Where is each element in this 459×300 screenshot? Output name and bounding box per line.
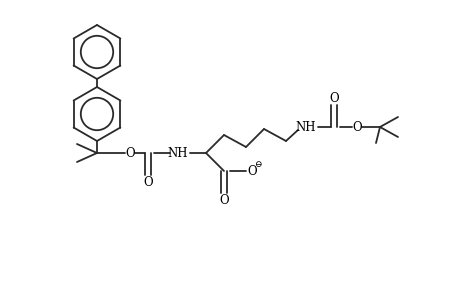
Text: NH: NH [168, 146, 188, 160]
Text: NH: NH [295, 121, 316, 134]
Text: O: O [143, 176, 152, 188]
Text: O: O [329, 92, 338, 104]
Text: ⊖: ⊖ [254, 160, 261, 169]
Text: O: O [352, 121, 361, 134]
Text: O: O [125, 146, 134, 160]
Text: O: O [218, 194, 228, 206]
Text: O: O [246, 164, 256, 178]
